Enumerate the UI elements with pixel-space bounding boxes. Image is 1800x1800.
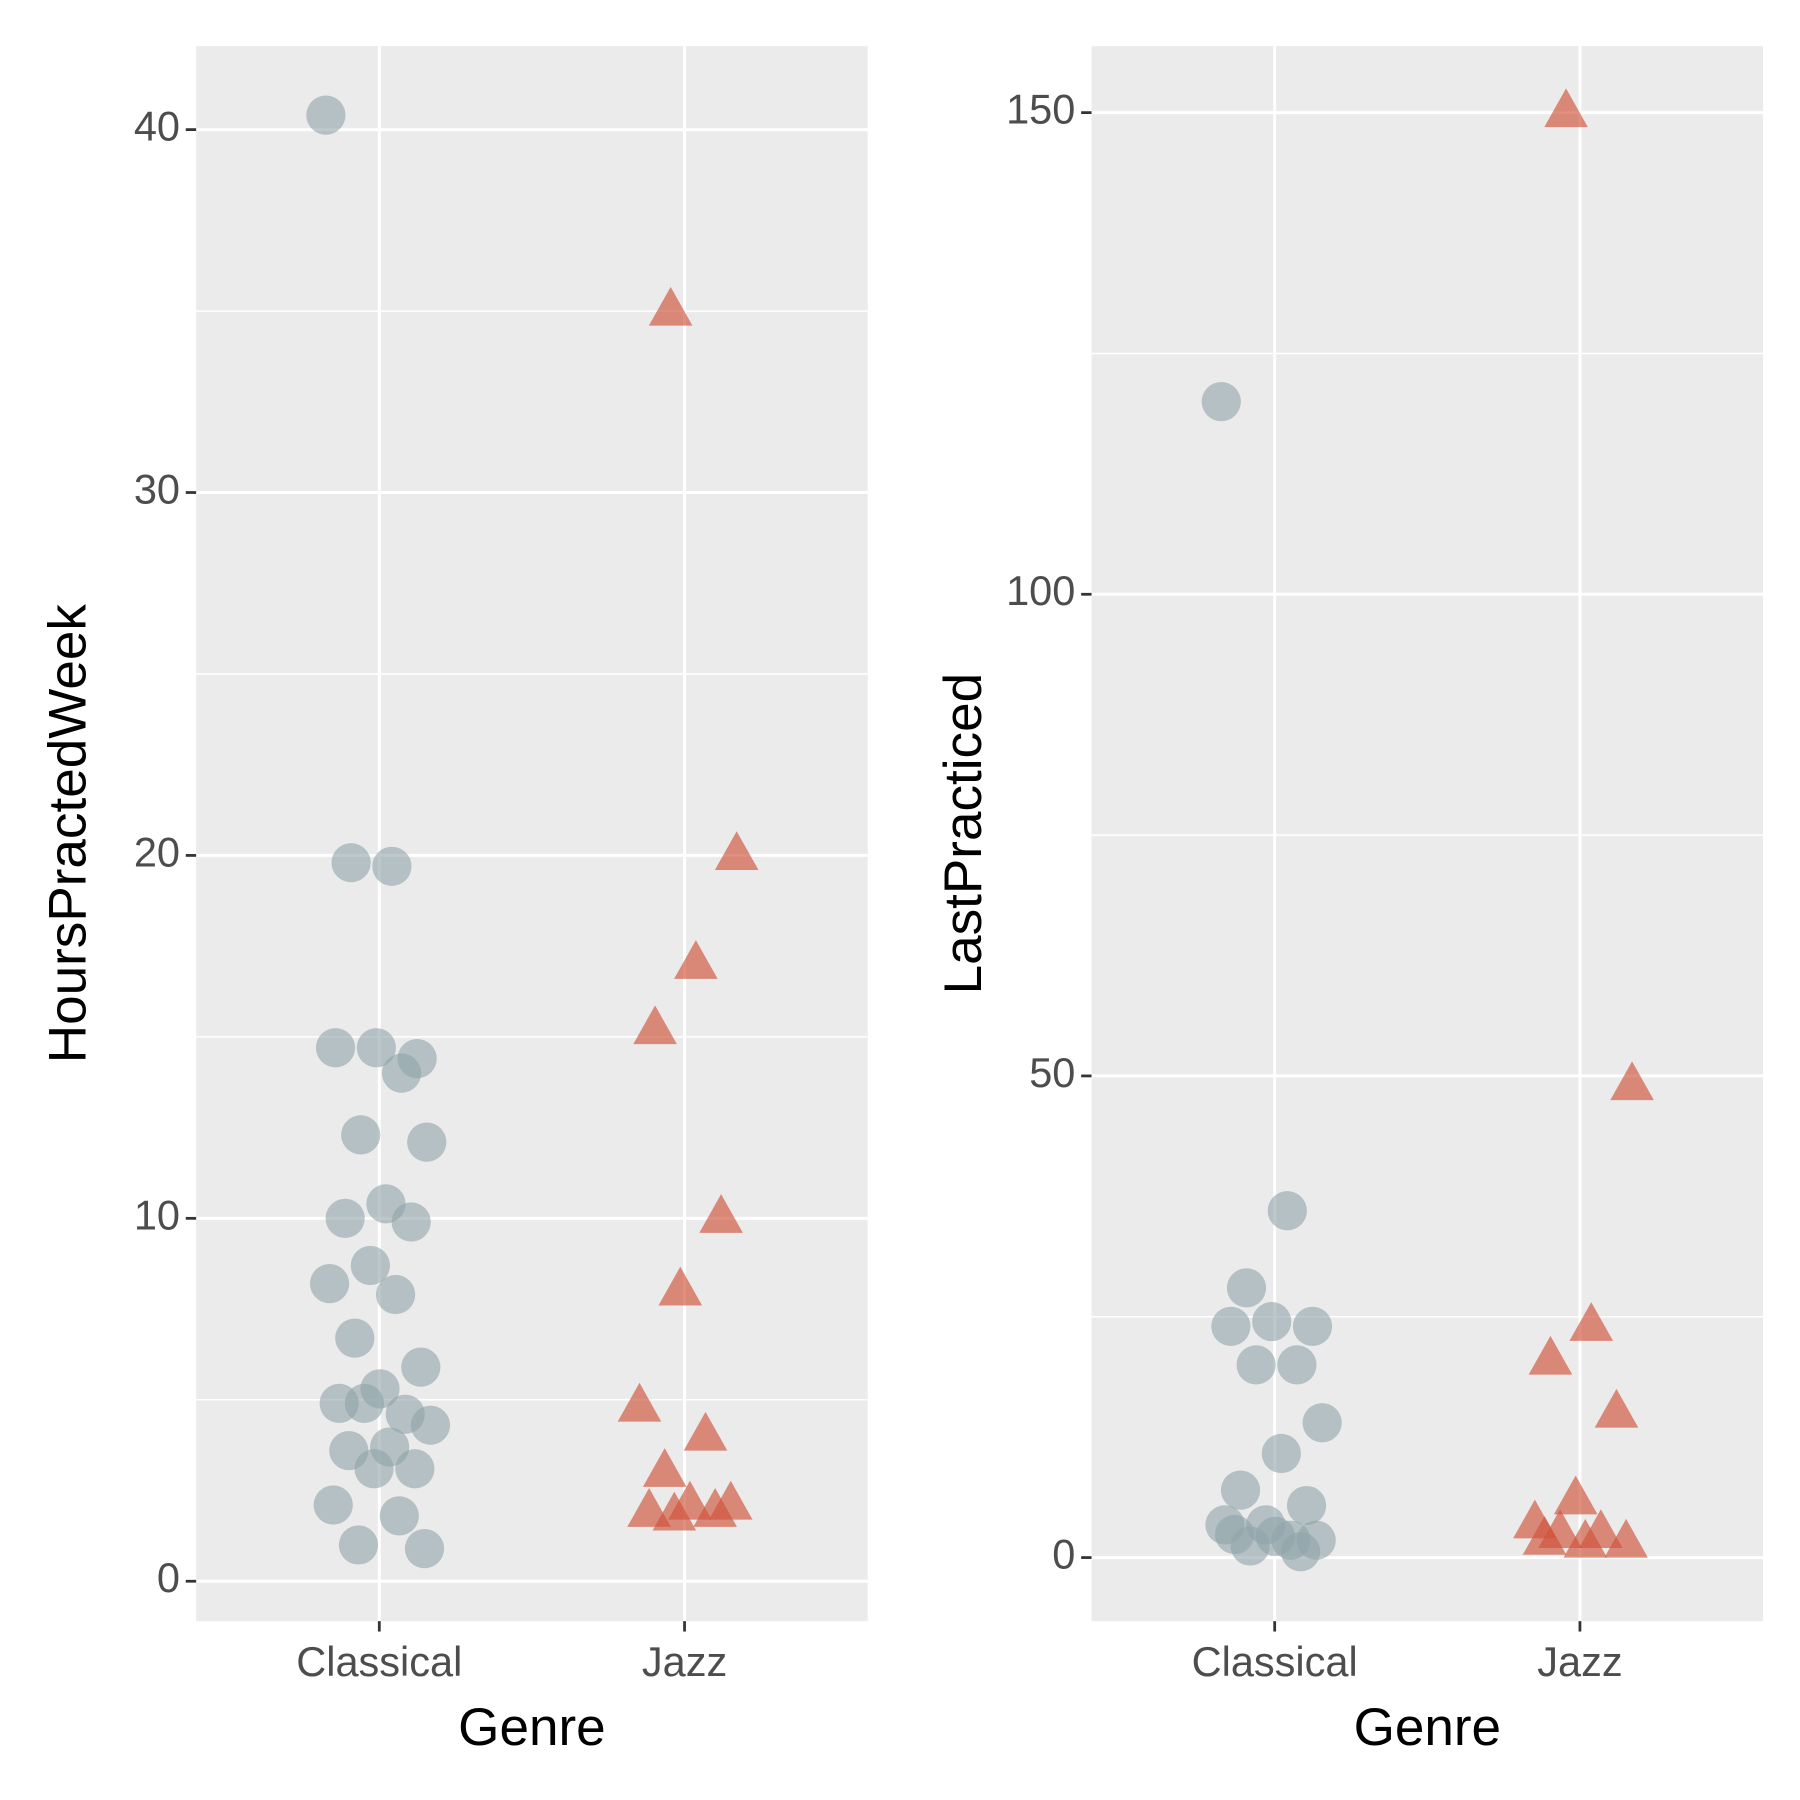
data-point [1226, 1268, 1267, 1308]
data-point [325, 1198, 365, 1238]
y-axis-title: LastPracticed [934, 673, 993, 994]
data-point [375, 1274, 416, 1315]
data-point [693, 1488, 737, 1527]
data-point [1594, 1388, 1639, 1428]
data-point [401, 1347, 441, 1387]
y-tick-label: 10 [134, 1191, 180, 1238]
data-point [1280, 1532, 1321, 1572]
data-point [1277, 1345, 1317, 1385]
y-tick-label: 0 [1052, 1531, 1075, 1578]
y-tick-label: 0 [157, 1554, 180, 1601]
x-tick-label: Classical [296, 1638, 462, 1685]
data-point [315, 1028, 356, 1068]
data-point [338, 1525, 379, 1565]
data-point [1563, 1518, 1608, 1558]
data-point [1604, 1518, 1648, 1558]
data-point [309, 1264, 350, 1304]
y-tick-label: 20 [134, 828, 180, 875]
data-point [1610, 1061, 1654, 1101]
x-axis-title: Genre [458, 1698, 605, 1757]
data-point [627, 1488, 671, 1527]
data-point [313, 1485, 353, 1525]
data-point [714, 831, 759, 870]
data-point [344, 1383, 385, 1424]
data-point [648, 286, 693, 326]
data-point [372, 846, 412, 886]
data-point [381, 1053, 422, 1093]
data-point [658, 1266, 703, 1306]
data-point [1569, 1302, 1614, 1341]
data-point [404, 1528, 445, 1569]
data-point [683, 1411, 728, 1451]
x-tick-label: Jazz [1537, 1638, 1622, 1685]
y-axis-title: HoursPractedWeek [39, 604, 98, 1064]
data-point [1286, 1485, 1327, 1526]
data-point [395, 1449, 435, 1489]
data-point [1211, 1306, 1251, 1346]
data-point [633, 1005, 677, 1045]
data-point [306, 95, 346, 135]
data-point [341, 1115, 381, 1155]
data-point [1522, 1516, 1567, 1555]
data-point [1214, 1514, 1255, 1555]
data-point [1252, 1301, 1292, 1342]
y-tick-label: 100 [1006, 567, 1075, 614]
y-tick-label: 30 [134, 465, 180, 512]
data-point [407, 1122, 447, 1162]
data-point [1201, 381, 1241, 422]
data-point [335, 1318, 375, 1358]
data-point [674, 940, 718, 979]
data-point [1236, 1345, 1276, 1385]
data-point [410, 1405, 451, 1445]
panel-background [1091, 46, 1764, 1622]
data-point [350, 1245, 390, 1286]
data-point [356, 1028, 396, 1068]
data-point [1261, 1433, 1301, 1474]
data-point [1544, 88, 1588, 128]
y-tick-label: 40 [134, 103, 180, 150]
data-point [331, 843, 371, 883]
data-point [617, 1382, 662, 1422]
x-tick-label: Jazz [642, 1638, 727, 1685]
panel-background [196, 46, 868, 1622]
data-point [699, 1194, 743, 1233]
data-point [642, 1448, 687, 1487]
data-point [652, 1491, 697, 1531]
data-point [1267, 1191, 1307, 1231]
data-point [391, 1202, 431, 1242]
data-point [1302, 1403, 1342, 1443]
x-tick-label: Classical [1192, 1638, 1358, 1685]
x-axis-title: Genre [1354, 1698, 1501, 1757]
data-point [1220, 1470, 1261, 1510]
y-tick-label: 50 [1029, 1049, 1075, 1096]
data-point [1553, 1475, 1598, 1515]
data-point [1528, 1335, 1573, 1375]
data-point [354, 1449, 394, 1489]
data-point [1292, 1306, 1333, 1346]
y-tick-label: 150 [1006, 86, 1075, 133]
data-point [379, 1496, 419, 1536]
